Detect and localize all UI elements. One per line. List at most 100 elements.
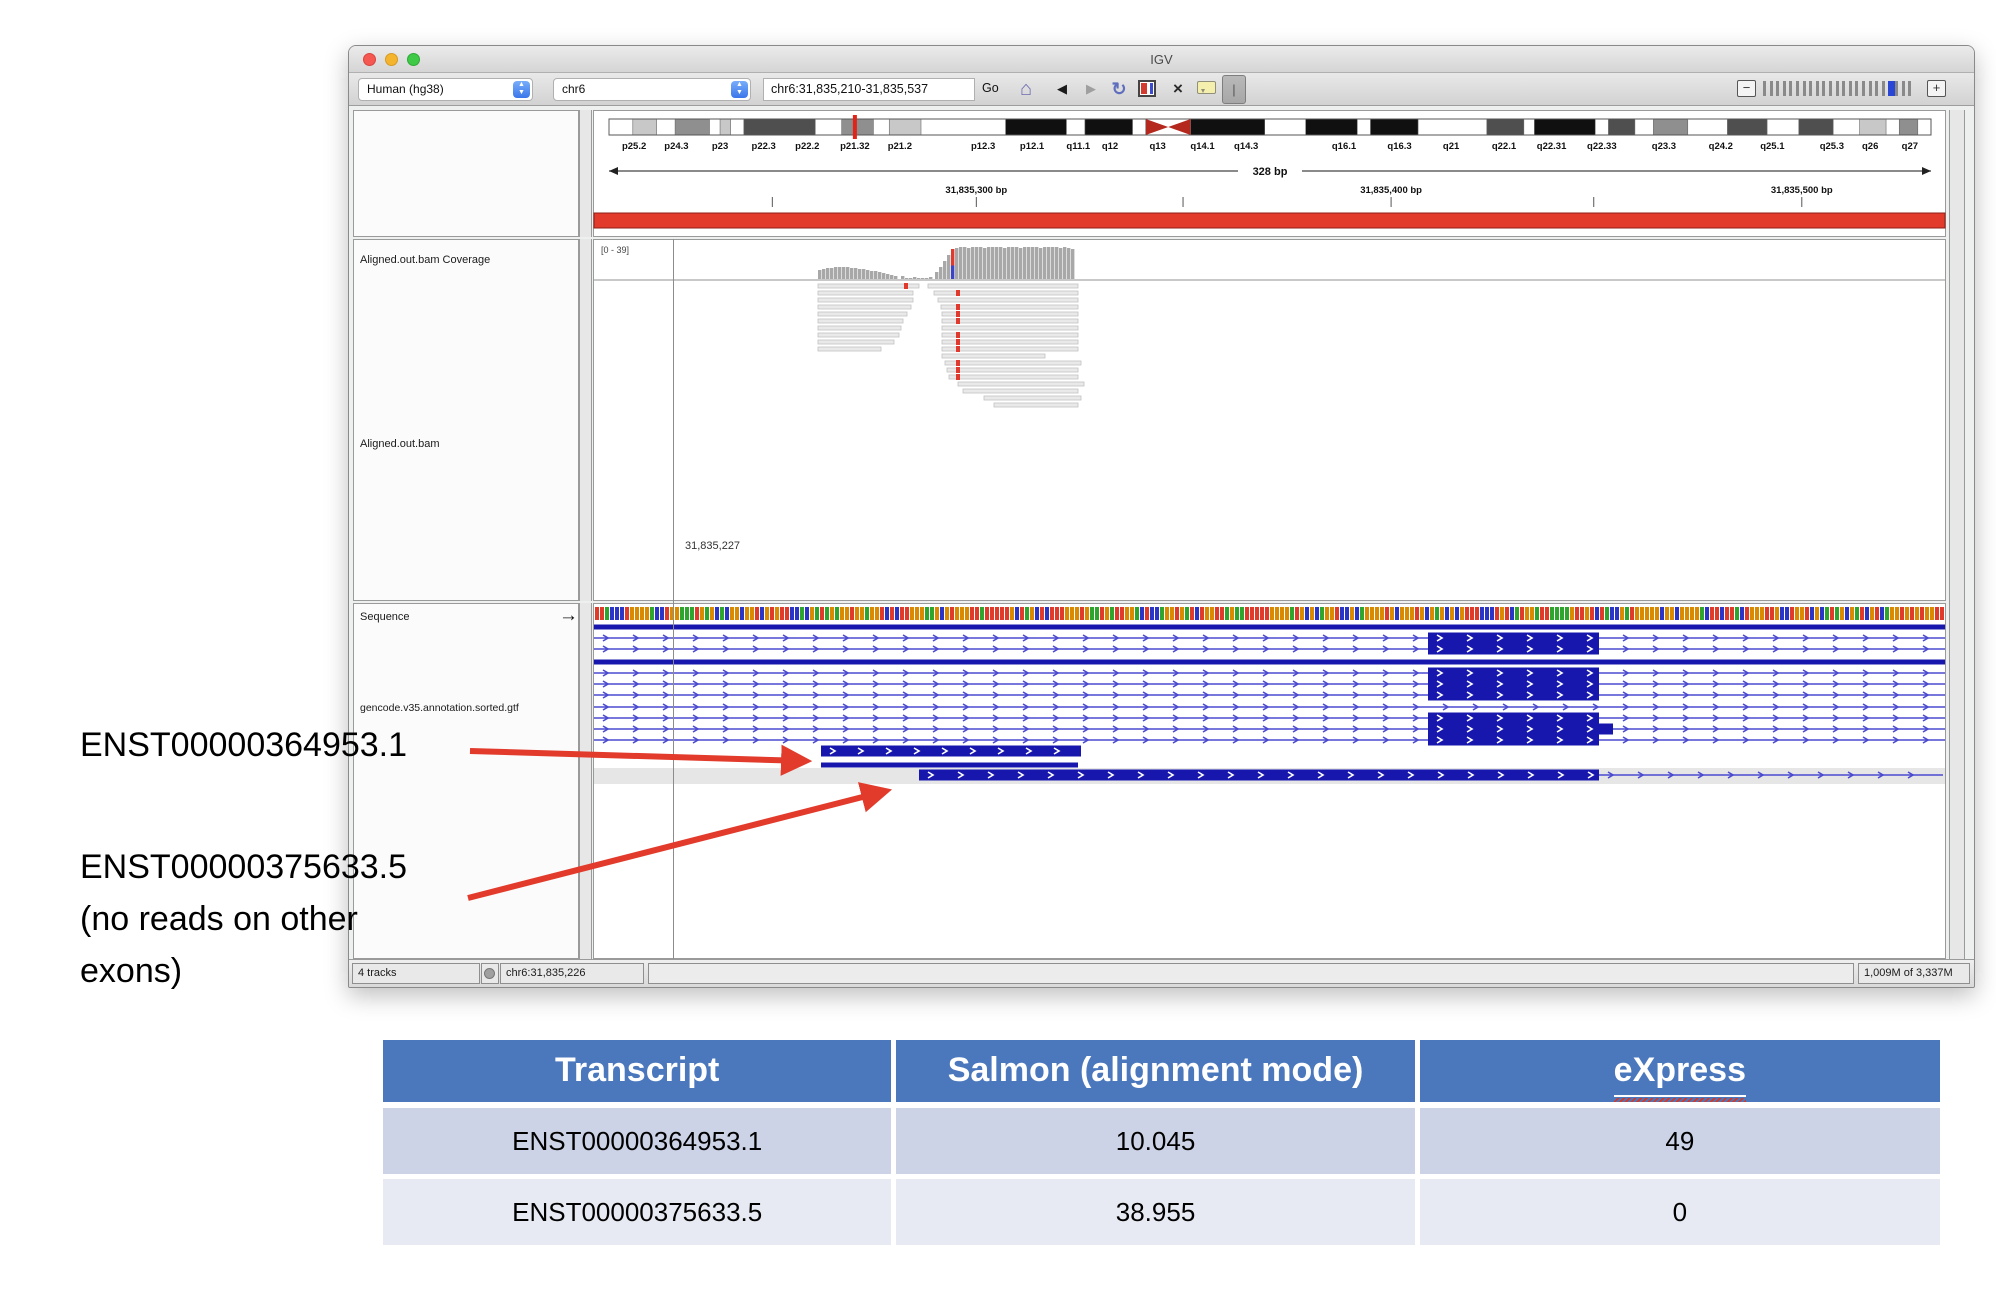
- alignment-panel-data-box: [0 - 39] 31,835,227: [593, 239, 1946, 601]
- callout-transcript-364953: ENST00000364953.1: [80, 726, 408, 764]
- chromosome-select[interactable]: chr6 ▲ ▼: [553, 78, 751, 101]
- svg-text:p24.3: p24.3: [664, 141, 688, 152]
- fit-to-window-icon[interactable]: ×: [1173, 79, 1183, 98]
- ruler-and-red-region[interactable]: 328 bp 31,835,300 bp 31,835,400 bp 31,835,5…: [593, 157, 1946, 235]
- results-table: Transcript Salmon (alignment mode) eXpre…: [383, 1040, 1940, 1245]
- go-button[interactable]: Go: [982, 81, 999, 95]
- svg-text:q26: q26: [1862, 141, 1878, 152]
- toolbar: Human (hg38) ▲ ▼ chr6 ▲ ▼ chr6:31,835,210-…: [349, 73, 1974, 106]
- svg-text:p12.3: p12.3: [971, 141, 995, 152]
- locus-panel-data-box: p25.2 p24.3 p23 p22.3 p22.2 p21.32 p21.2 p12.3 p…: [593, 110, 1946, 237]
- spellcheck-squiggle: [1613, 1097, 1746, 1102]
- genome-select[interactable]: Human (hg38) ▲ ▼: [358, 78, 533, 101]
- coverage-track-label[interactable]: Aligned.out.bam Coverage: [360, 254, 491, 266]
- gencode-track-label[interactable]: gencode.v35.annotation.sorted.gtf: [360, 702, 519, 714]
- svg-text:q25.1: q25.1: [1760, 141, 1785, 152]
- chromosome-select-value: chr6: [562, 82, 586, 96]
- zoom-slider-tick: [1862, 81, 1865, 96]
- zoom-in-icon[interactable]: +: [1927, 80, 1946, 97]
- feature-panel-data-box: [593, 603, 1946, 959]
- title-bar[interactable]: IGV: [349, 46, 1974, 73]
- zoom-slider-tick: [1829, 81, 1832, 96]
- svg-text:p25.2: p25.2: [622, 141, 646, 152]
- table-header-row: Transcript Salmon (alignment mode) eXpre…: [383, 1040, 1940, 1102]
- popup-text-icon[interactable]: [1197, 81, 1216, 94]
- svg-text:q22.31: q22.31: [1537, 141, 1567, 152]
- zoom-slider-tick: [1763, 81, 1766, 96]
- zoom-slider-tick: [1908, 81, 1912, 96]
- svg-text:328 bp: 328 bp: [1253, 166, 1288, 178]
- svg-text:q13: q13: [1149, 141, 1165, 152]
- status-bar: 4 tracks chr6:31,835,226 1,009M of 3,337…: [349, 959, 1974, 987]
- zoom-slider-tick: [1802, 81, 1806, 96]
- scrollbar-gutter[interactable]: [1949, 110, 1965, 959]
- svg-text:p21.32: p21.32: [840, 141, 870, 152]
- cell-express-2: 0: [1419, 1179, 1940, 1245]
- cell-express-1: 49: [1419, 1108, 1940, 1174]
- svg-text:31,835,300 bp: 31,835,300 bp: [945, 185, 1007, 196]
- sequence-and-transcripts[interactable]: [594, 604, 1945, 958]
- cell-transcript-1: ENST00000364953.1: [383, 1108, 892, 1174]
- svg-text:q14.3: q14.3: [1234, 141, 1258, 152]
- chromosome-select-stepper-icon: ▲ ▼: [731, 81, 748, 98]
- status-dot-cell: [481, 963, 499, 984]
- zoom-slider-tick: [1895, 81, 1898, 96]
- zoom-button[interactable]: [407, 53, 420, 66]
- refresh-icon[interactable]: ↻: [1111, 79, 1127, 99]
- cell-transcript-2: ENST00000375633.5: [383, 1179, 892, 1245]
- track-count-status: 4 tracks: [352, 963, 480, 984]
- ruler-toggle-icon[interactable]: |: [1222, 75, 1246, 104]
- callout-note-line2: (no reads on other: [80, 900, 358, 938]
- zoom-slider-tick: [1901, 81, 1905, 96]
- home-icon[interactable]: ⌂: [1019, 78, 1033, 100]
- zoom-slider-tick: [1842, 81, 1846, 96]
- svg-text:q16.3: q16.3: [1387, 141, 1411, 152]
- svg-text:q12: q12: [1102, 141, 1118, 152]
- svg-text:q21: q21: [1443, 141, 1460, 152]
- zoom-slider-tick: [1796, 81, 1799, 96]
- locus-input[interactable]: chr6:31,835,210-31,835,537: [763, 78, 975, 101]
- zoom-slider-tick: [1769, 81, 1773, 96]
- zoom-slider-tick: [1789, 81, 1793, 96]
- svg-text:p21.2: p21.2: [888, 141, 912, 152]
- cell-salmon-2: 38.955: [896, 1179, 1415, 1245]
- svg-text:q16.1: q16.1: [1332, 141, 1357, 152]
- zoom-slider-tick: [1855, 81, 1859, 96]
- alignment-track-label[interactable]: Aligned.out.bam: [360, 438, 440, 450]
- chromosome-ideogram[interactable]: p25.2 p24.3 p23 p22.3 p22.2 p21.32 p21.2 p12.3 p…: [594, 113, 1945, 159]
- svg-text:p23: p23: [712, 141, 728, 152]
- zoom-slider[interactable]: − +: [1737, 79, 1952, 99]
- table-header-express: eXpress: [1419, 1040, 1940, 1102]
- svg-text:q22.1: q22.1: [1492, 141, 1517, 152]
- attribute-gutter-align: [579, 239, 592, 601]
- back-icon[interactable]: ◀: [1057, 81, 1067, 96]
- coverage-and-reads[interactable]: [594, 240, 1945, 600]
- status-dot-icon: [484, 968, 495, 979]
- svg-text:q25.3: q25.3: [1820, 141, 1844, 152]
- centerline-position-label: 31,835,227: [685, 540, 741, 552]
- zoom-slider-tick: [1835, 81, 1839, 96]
- forward-icon[interactable]: ▶: [1086, 81, 1096, 96]
- memory-status: 1,009M of 3,337M: [1858, 963, 1970, 984]
- locus-input-value: chr6:31,835,210-31,835,537: [771, 82, 929, 96]
- minimize-button[interactable]: [385, 53, 398, 66]
- svg-text:p12.1: p12.1: [1020, 141, 1045, 152]
- zoom-slider-tick: [1815, 81, 1819, 96]
- zoom-slider-tick: [1782, 81, 1786, 96]
- close-button[interactable]: [363, 53, 376, 66]
- zoom-slider-thumb[interactable]: [1888, 81, 1897, 96]
- message-status-cell: [648, 963, 1854, 984]
- region-tool-icon[interactable]: [1138, 80, 1156, 97]
- svg-text:q14.1: q14.1: [1190, 141, 1215, 152]
- zoom-slider-tick: [1868, 81, 1872, 96]
- sequence-strand-arrow-icon[interactable]: →: [559, 605, 578, 626]
- svg-text:31,835,400 bp: 31,835,400 bp: [1360, 185, 1422, 196]
- window-title: IGV: [1150, 52, 1173, 67]
- table-row: ENST00000375633.5 38.955 0: [383, 1179, 1940, 1245]
- sequence-track-label[interactable]: Sequence: [360, 611, 410, 623]
- zoom-slider-tick: [1822, 81, 1826, 96]
- zoom-out-icon[interactable]: −: [1737, 80, 1756, 97]
- callout-transcript-375633: ENST00000375633.5: [80, 848, 408, 886]
- table-header-transcript: Transcript: [383, 1040, 892, 1102]
